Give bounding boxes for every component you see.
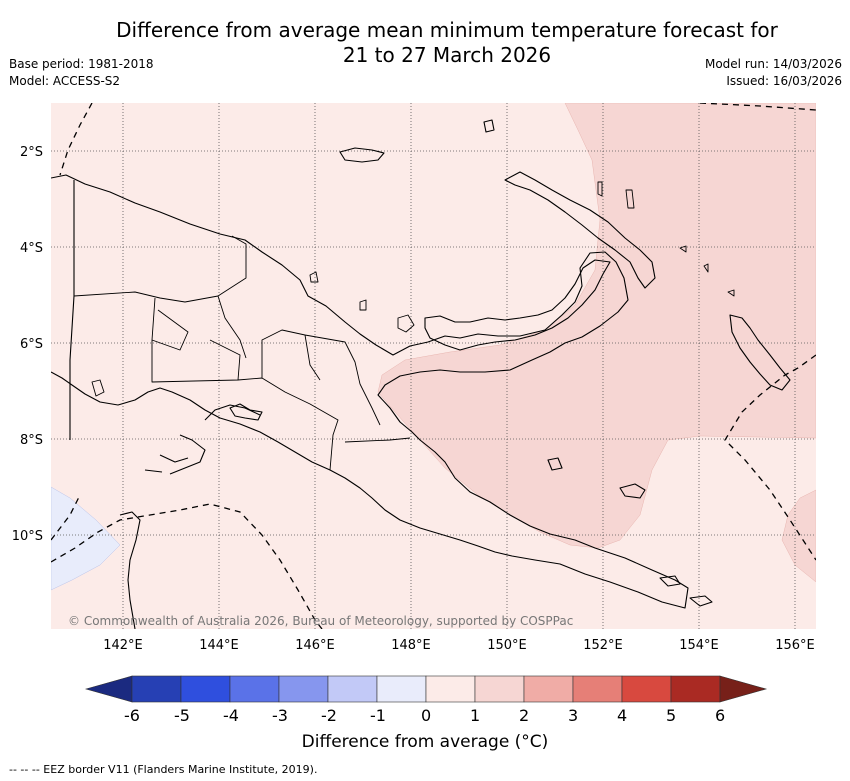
louisiade-islands (659, 575, 713, 607)
new-guinea-mainland (51, 174, 689, 609)
colorbar-title: Difference from average (°C) (301, 732, 549, 752)
map-area: © Commonwealth of Australia 2026, Bureau… (51, 103, 816, 629)
title-line-2: 21 to 27 March 2026 (342, 43, 552, 67)
lat-labels: 2°S 4°S 6°S 8°S 10°S (12, 145, 43, 544)
model-name: Model: ACCESS-S2 (9, 74, 121, 88)
colorbar-tick-label: -5 (174, 706, 190, 725)
anomaly-cool-region (51, 486, 121, 591)
chart-title: Difference from average mean minimum tem… (0, 18, 850, 68)
province-borders (73, 235, 411, 471)
colorbar-bin (621, 675, 672, 703)
lat-label: 4°S (20, 241, 43, 256)
fly-river-delta (144, 404, 261, 475)
colorbar-extend-min (84, 675, 133, 703)
colorbar-tick-label: -6 (124, 706, 140, 725)
lat-label: 8°S (20, 433, 43, 448)
model-info: Base period: 1981-2018 Model: ACCESS-S2 (9, 56, 154, 90)
gridlines (51, 103, 816, 629)
title-line-1: Difference from average mean minimum tem… (116, 18, 778, 42)
model-run: Model run: 14/03/2026 (704, 57, 842, 71)
lon-label: 148°E (391, 638, 431, 653)
colorbar-tick-label: -2 (321, 706, 337, 725)
lat-label: 6°S (20, 337, 43, 352)
lon-label: 144°E (199, 638, 239, 653)
manus-island (339, 147, 385, 163)
colorbar-bin (523, 675, 574, 703)
west-papua-border (69, 180, 75, 440)
colorbar-tick-label: 6 (715, 706, 726, 725)
colorbar-bin (572, 675, 623, 703)
colorbar-tick-label: -3 (272, 706, 288, 725)
lon-labels: 142°E 144°E 146°E 148°E 150°E 152°E 154°… (103, 638, 815, 653)
eez-east (724, 354, 816, 561)
colorbar-bin (425, 675, 476, 703)
colorbar-tick-label: 0 (421, 706, 432, 725)
lon-label: 146°E (295, 638, 335, 653)
colorbar-tick-label: 5 (666, 706, 677, 725)
coastlines (51, 119, 791, 629)
base-period: Base period: 1981-2018 (9, 57, 154, 71)
anomaly-warm-region (377, 103, 816, 549)
colorbar-bin (670, 675, 721, 703)
run-info: Model run: 14/03/2026 Issued: 16/03/2026 (705, 56, 842, 90)
anomaly-warm-region-se (781, 489, 816, 583)
cape-york (119, 511, 141, 629)
issued-date: Issued: 16/03/2026 (726, 74, 842, 88)
colorbar-bin (229, 675, 280, 703)
colorbar-tick-label: -1 (370, 706, 386, 725)
lon-label: 154°E (679, 638, 719, 653)
kiwai-islands (229, 403, 263, 421)
colorbar-tick-label: 1 (470, 706, 481, 725)
new-britain (424, 259, 611, 351)
eez-south (51, 503, 323, 629)
colorbar-bin (376, 675, 427, 703)
colorbar-tick-label: 2 (519, 706, 530, 725)
lon-label: 156°E (775, 638, 815, 653)
colorbar-bin (131, 675, 182, 703)
eez-north (59, 103, 816, 176)
dentrecasteaux-islands (547, 457, 646, 499)
lon-label: 152°E (583, 638, 623, 653)
colorbar-bin (180, 675, 231, 703)
bougainville (729, 314, 791, 391)
colorbar-tick-label: 4 (617, 706, 628, 725)
new-ireland (504, 171, 656, 289)
lat-label: 10°S (12, 529, 43, 544)
new-hanover (483, 119, 495, 133)
eez-southwest (51, 494, 81, 541)
colorbar-bin (474, 675, 525, 703)
colorbar-tick-label: 3 (568, 706, 579, 725)
eez-footnote: -- -- -- EEZ border V11 (Flanders Marine… (9, 763, 318, 776)
small-islands (91, 181, 735, 397)
lon-label: 142°E (103, 638, 143, 653)
lon-label: 150°E (487, 638, 527, 653)
colorbar-bin (327, 675, 378, 703)
eez-borders (51, 103, 816, 629)
copyright-text: © Commonwealth of Australia 2026, Bureau… (68, 614, 573, 628)
lat-label: 2°S (20, 145, 43, 160)
colorbar-extend-max (719, 675, 768, 703)
colorbar (84, 675, 768, 703)
colorbar-tick-label: -4 (223, 706, 239, 725)
colorbar-bin (278, 675, 329, 703)
